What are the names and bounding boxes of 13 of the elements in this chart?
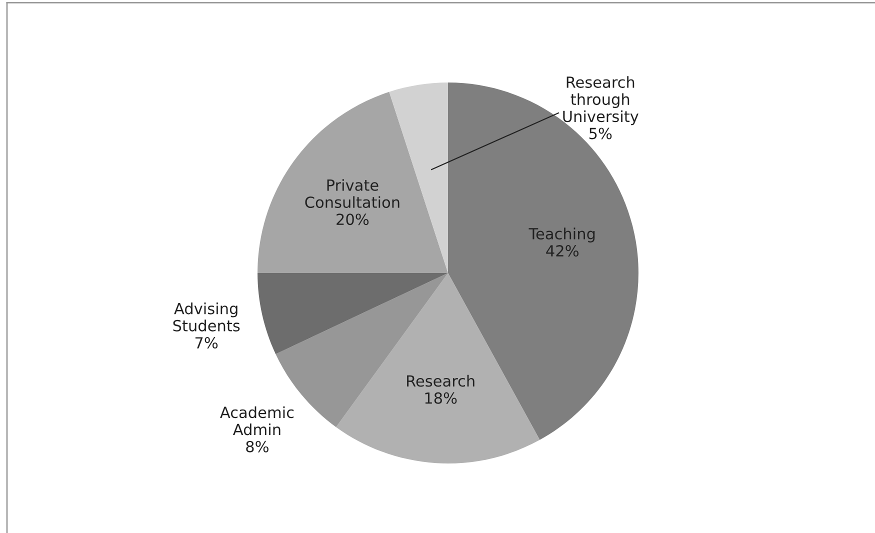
data-label: 7% — [195, 337, 218, 349]
slice-label: Teaching — [528, 228, 595, 242]
data-label: 42% — [546, 245, 579, 257]
data-label: 5% — [589, 128, 612, 140]
slice-label: Research — [407, 374, 474, 387]
data-label: 20% — [336, 214, 369, 226]
slice-label: Academic Admin — [220, 406, 294, 436]
data-label: 18% — [425, 392, 457, 404]
slice-label: Research through University — [563, 76, 638, 126]
slice-label: Private Consultation — [305, 179, 400, 208]
data-label: 8% — [246, 440, 268, 452]
slice-label: Advising Students — [173, 302, 240, 332]
pie-slice — [258, 273, 448, 354]
